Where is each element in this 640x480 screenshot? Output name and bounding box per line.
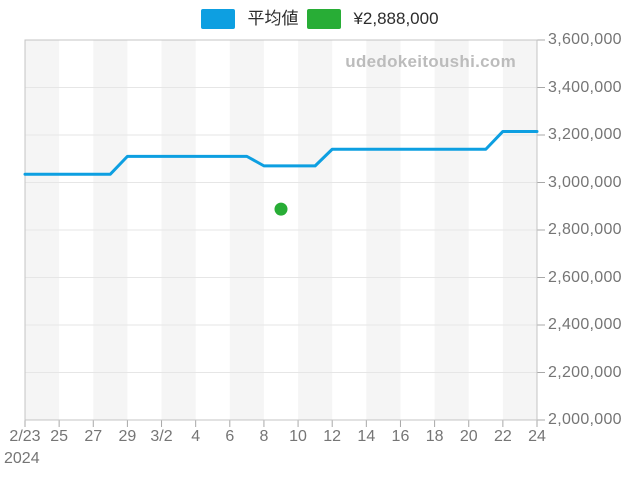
x-axis-label: 29 [118,428,137,445]
x-axis-label: 6 [225,428,235,445]
y-axis-label: 3,000,000 [548,173,622,191]
x-axis-year-label: 2024 [4,450,40,467]
x-axis-label: 22 [493,428,512,445]
y-axis-label: 3,200,000 [548,126,622,143]
y-axis-label: 2,400,000 [548,316,622,333]
listing-price-point [274,202,288,216]
price-series-swatch [307,9,342,29]
x-axis-label: 24 [528,428,546,445]
chart-legend: 平均値 ¥2,888,000 [0,8,640,30]
average-price-line [23,129,539,176]
x-axis-label: 12 [323,428,342,445]
x-axis-label: 4 [191,428,201,445]
x-axis-label: 25 [50,428,69,445]
x-axis-label: 20 [459,428,478,445]
legend-item-average[interactable]: 平均値 [201,9,298,29]
x-axis-label: 8 [259,428,269,445]
x-axis-label: 18 [425,428,444,445]
watermark: udedokeitoushi.com [345,52,516,71]
average-series-label: 平均値 [247,9,299,28]
x-axis-label: 14 [357,428,376,445]
legend-item-price[interactable]: ¥2,888,000 [307,9,439,29]
x-axis-label: 10 [289,428,307,445]
x-axis-label: 16 [391,428,410,445]
y-axis-label: 2,600,000 [548,268,622,286]
y-axis-label: 2,800,000 [548,221,622,238]
y-axis-label: 2,200,000 [548,363,622,381]
plot-border [24,39,538,421]
y-axis-label: 3,600,000 [548,31,622,48]
average-series-swatch [201,9,236,29]
y-axis-label: 3,400,000 [548,78,622,96]
x-axis-label: 3/2 [150,428,173,445]
price-series-label: ¥2,888,000 [353,9,439,28]
y-axis-label: 2,000,000 [548,411,622,428]
x-axis-label: 27 [84,428,103,445]
x-axis-label: 2/23 [9,428,41,445]
